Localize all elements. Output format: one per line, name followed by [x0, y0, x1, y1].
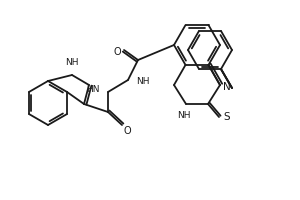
Text: O: O	[113, 47, 121, 57]
Text: NH: NH	[177, 111, 191, 120]
Text: N: N	[223, 82, 231, 92]
Text: HN: HN	[86, 86, 100, 95]
Text: S: S	[223, 112, 230, 122]
Text: NH: NH	[65, 58, 79, 67]
Text: O: O	[123, 126, 130, 136]
Text: NH: NH	[136, 77, 149, 86]
